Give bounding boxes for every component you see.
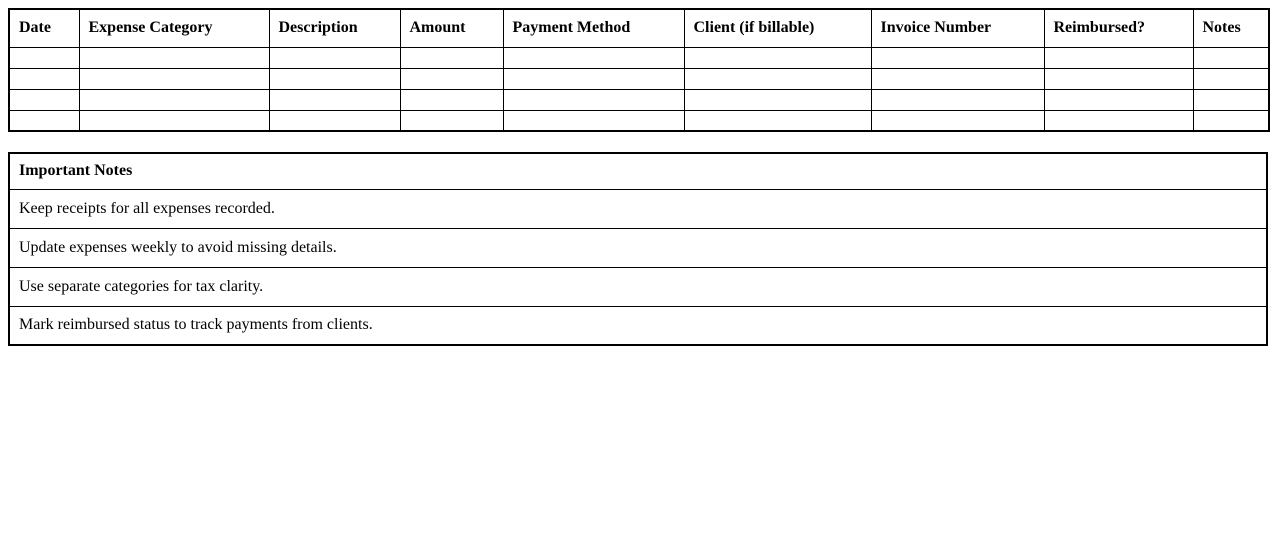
expense-cell <box>399 88 504 111</box>
column-header-client-if-billable: Client (if billable) <box>683 8 872 48</box>
expense-cell <box>1043 67 1194 90</box>
expense-cell <box>78 67 270 90</box>
column-header-expense-category: Expense Category <box>78 8 270 48</box>
column-header-reimbursed: Reimbursed? <box>1043 8 1194 48</box>
column-header-invoice-number: Invoice Number <box>870 8 1045 48</box>
expense-cell <box>1043 46 1194 69</box>
expense-row-3 <box>8 88 1270 111</box>
expense-cell <box>268 46 401 69</box>
expense-cell <box>268 67 401 90</box>
expense-cell <box>502 67 685 90</box>
note-text: Mark reimbursed status to track payments… <box>8 305 1268 346</box>
expense-cell <box>268 109 401 132</box>
expense-cell <box>1043 88 1194 111</box>
expense-cell <box>1043 109 1194 132</box>
note-text: Update expenses weekly to avoid missing … <box>8 227 1268 268</box>
expense-cell <box>502 46 685 69</box>
expense-cell <box>870 46 1045 69</box>
expense-row-1 <box>8 46 1270 69</box>
expense-cell <box>1192 109 1270 132</box>
column-header-payment-method: Payment Method <box>502 8 685 48</box>
expense-cell <box>78 46 270 69</box>
expense-cell <box>502 109 685 132</box>
notes-table-body: Keep receipts for all expenses recorded.… <box>8 188 1268 346</box>
expense-row-2 <box>8 67 1270 90</box>
note-row-2: Update expenses weekly to avoid missing … <box>8 227 1268 268</box>
note-row-1: Keep receipts for all expenses recorded. <box>8 188 1268 229</box>
expense-cell <box>399 46 504 69</box>
expense-cell <box>1192 46 1270 69</box>
note-row-4: Mark reimbursed status to track payments… <box>8 305 1268 346</box>
expense-row-4 <box>8 109 1270 132</box>
expense-cell <box>870 67 1045 90</box>
column-header-amount: Amount <box>399 8 504 48</box>
expense-cell <box>870 88 1045 111</box>
expense-cell <box>502 88 685 111</box>
column-header-description: Description <box>268 8 401 48</box>
expense-cell <box>8 109 80 132</box>
expense-cell <box>399 109 504 132</box>
important-notes-table: Important Notes Keep receipts for all ex… <box>8 152 1268 346</box>
expense-cell <box>1192 67 1270 90</box>
expense-cell <box>268 88 401 111</box>
expense-cell <box>683 88 872 111</box>
expense-log-table: Date Expense Category Description Amount Pay… <box>8 8 1270 132</box>
expense-cell <box>8 46 80 69</box>
column-header-date: Date <box>8 8 80 48</box>
expense-header-row: Date Expense Category Description Amount Pay… <box>8 8 1270 48</box>
notes-title: Important Notes <box>8 152 1268 190</box>
notes-header-row: Important Notes <box>8 152 1268 190</box>
expense-cell <box>8 88 80 111</box>
expense-cell <box>870 109 1045 132</box>
expense-cell <box>78 109 270 132</box>
expense-cell <box>683 67 872 90</box>
expense-cell <box>683 109 872 132</box>
note-text: Keep receipts for all expenses recorded. <box>8 188 1268 229</box>
note-text: Use separate categories for tax clarity. <box>8 266 1268 307</box>
column-header-notes: Notes <box>1192 8 1270 48</box>
note-row-3: Use separate categories for tax clarity. <box>8 266 1268 307</box>
expense-cell <box>8 67 80 90</box>
expense-cell <box>78 88 270 111</box>
expense-cell <box>683 46 872 69</box>
expense-table-body <box>8 46 1270 132</box>
expense-cell <box>399 67 504 90</box>
expense-cell <box>1192 88 1270 111</box>
